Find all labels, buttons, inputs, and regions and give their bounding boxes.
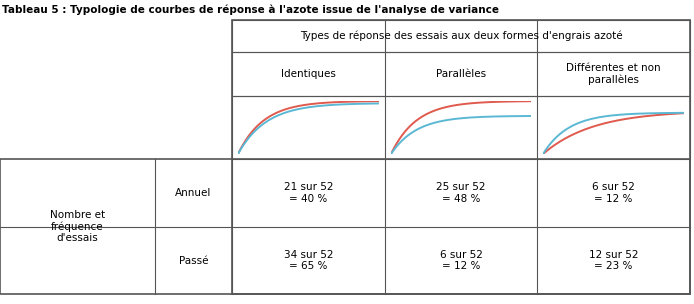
Bar (232, 20, 690, 294)
Text: 25 sur 52
= 48 %: 25 sur 52 = 48 % (437, 182, 486, 204)
Text: 6 sur 52
= 12 %: 6 sur 52 = 12 % (439, 250, 482, 271)
Text: 21 sur 52
= 40 %: 21 sur 52 = 40 % (284, 182, 333, 204)
Text: Nombre et
fréquence
d'essais: Nombre et fréquence d'essais (50, 209, 105, 244)
Text: 6 sur 52
= 12 %: 6 sur 52 = 12 % (592, 182, 635, 204)
Text: Passé: Passé (179, 255, 208, 265)
Text: 12 sur 52
= 23 %: 12 sur 52 = 23 % (589, 250, 638, 271)
Bar (0, 159, 690, 294)
Bar (232, 20, 690, 52)
Bar (232, 96, 690, 159)
Text: Annuel: Annuel (176, 188, 212, 198)
Text: Identiques: Identiques (281, 69, 336, 79)
Bar (232, 52, 690, 96)
Text: 34 sur 52
= 65 %: 34 sur 52 = 65 % (284, 250, 333, 271)
Text: Différentes et non
parallèles: Différentes et non parallèles (566, 63, 661, 85)
Text: Tableau 5 : Typologie de courbes de réponse à l'azote issue de l'analyse de vari: Tableau 5 : Typologie de courbes de répo… (2, 5, 499, 15)
Text: Types de réponse des essais aux deux formes d'engrais azoté: Types de réponse des essais aux deux for… (300, 31, 623, 41)
Text: Parallèles: Parallèles (436, 69, 486, 79)
